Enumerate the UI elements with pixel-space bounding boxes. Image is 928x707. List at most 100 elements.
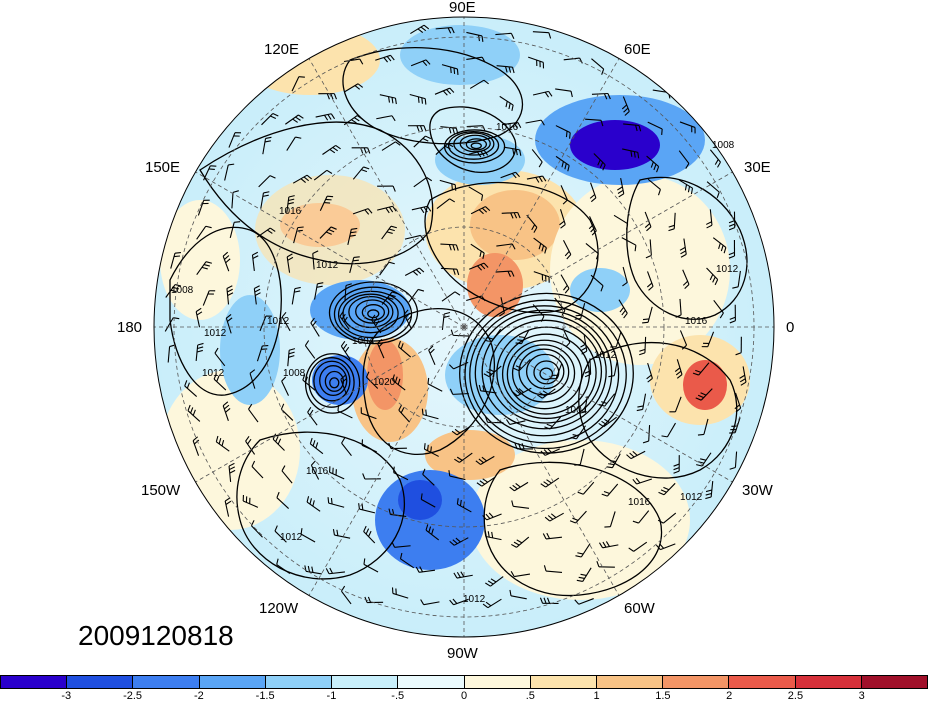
wind-barb-feather xyxy=(174,256,180,257)
wind-barb-feather xyxy=(428,445,429,451)
wind-barb xyxy=(590,358,591,374)
colorbar-tick-label: -1.5 xyxy=(256,690,275,702)
wind-barb-feather xyxy=(354,257,360,258)
colorbar-tick-label: .5 xyxy=(526,690,535,702)
longitude-label-0: 0 xyxy=(786,319,794,336)
wind-barb-feather xyxy=(331,498,332,504)
warm-region xyxy=(470,190,560,260)
isobar-label: 1016 xyxy=(496,122,519,133)
wind-barb-feather xyxy=(457,69,458,75)
wind-barb-feather xyxy=(394,467,395,473)
longitude-label-120e: 120E xyxy=(264,41,299,58)
isobar-label: 1016 xyxy=(628,497,651,508)
isobar-label: 1012 xyxy=(316,260,339,271)
wind-barb-feather xyxy=(570,133,571,139)
longitude-label-120w: 120W xyxy=(259,600,298,617)
wind-barb-feather xyxy=(642,322,648,323)
colorbar-segment xyxy=(200,676,266,688)
colorbar-segment xyxy=(796,676,862,688)
cool-region xyxy=(570,268,630,312)
isobar-label: 1012 xyxy=(202,368,225,379)
isobar-label: 1012 xyxy=(267,316,290,327)
colorbar-tick-label: 3 xyxy=(859,690,865,702)
wind-barb xyxy=(645,337,646,353)
colorbar-segment xyxy=(67,676,133,688)
colorbar-segment xyxy=(663,676,729,688)
colorbar-tick-label: -2 xyxy=(194,690,204,702)
wind-barb-feather xyxy=(643,319,649,320)
wind-barb-feather xyxy=(575,319,581,320)
isobar-label: 1004 xyxy=(565,405,588,416)
isobar-label: 1016 xyxy=(685,316,708,327)
wind-barb-feather xyxy=(359,503,360,509)
warm-region xyxy=(367,340,403,410)
wind-barb-feather xyxy=(576,315,582,316)
wind-barb xyxy=(453,335,469,336)
wind-barb-feather xyxy=(362,504,363,510)
wind-barb-feather xyxy=(328,497,329,503)
isobar-label: 1012 xyxy=(204,328,227,339)
wind-barb-feather xyxy=(426,410,427,416)
wind-barb-feather xyxy=(635,245,636,251)
isobar-label: 1008 xyxy=(171,285,194,296)
longitude-label-30w: 30W xyxy=(742,482,773,499)
wind-barb-feather xyxy=(451,67,452,73)
longitude-label-30e: 30E xyxy=(744,159,771,176)
wind-barb-feather xyxy=(431,446,432,452)
colorbar-tick-label: 1 xyxy=(594,690,600,702)
isobar-label: 1012 xyxy=(716,264,739,275)
wind-barb-feather xyxy=(452,184,453,190)
colorbar-tick-label: -1 xyxy=(327,690,337,702)
wind-barb-feather xyxy=(422,98,423,104)
longitude-label-60w: 60W xyxy=(624,600,655,617)
isobar-label: 1012 xyxy=(280,532,303,543)
colorbar-tick-label: 1.5 xyxy=(655,690,670,702)
wind-barb-feather xyxy=(298,227,304,228)
isobar-label: 1008 xyxy=(712,140,735,151)
colorbar-tick-label: -3 xyxy=(61,690,71,702)
isobar-label: 1016 xyxy=(306,466,329,477)
isobar-label: 1016 xyxy=(279,206,302,217)
isobar-label: 1012 xyxy=(463,594,486,605)
colorbar-tick-label: -.5 xyxy=(391,690,404,702)
longitude-label-90w: 90W xyxy=(447,645,478,662)
wind-barb-feather xyxy=(418,97,419,103)
colorbar-tick-label: 2.5 xyxy=(788,690,803,702)
wind-barb-feather xyxy=(425,99,426,105)
wind-barb-feather xyxy=(175,253,181,254)
colorbar-tick-label: 2 xyxy=(726,690,732,702)
isobar-label: 1012 xyxy=(594,350,617,361)
wind-barb-feather xyxy=(422,409,423,415)
cool-region xyxy=(570,120,660,170)
colorbar-segment xyxy=(266,676,332,688)
isobar-label: 1008 xyxy=(283,368,306,379)
wind-barb-feather xyxy=(454,68,455,74)
cool-region xyxy=(220,295,280,405)
wind-barb-feather xyxy=(574,464,580,465)
wind-barb-feather xyxy=(428,378,429,384)
colorbar-segment xyxy=(465,676,531,688)
colorbar-segment xyxy=(398,676,464,688)
wind-barb-feather xyxy=(455,185,456,191)
longitude-label-90e: 90E xyxy=(449,0,476,16)
longitude-label-180: 180 xyxy=(117,319,142,336)
wind-barb-feather xyxy=(698,434,704,435)
isobar-label: 1020 xyxy=(373,377,396,388)
colorbar-segment xyxy=(862,676,927,688)
colorbar-segment xyxy=(133,676,199,688)
longitude-label-60e: 60E xyxy=(624,41,651,58)
wind-barb-feather xyxy=(234,222,240,223)
wind-barb-feather xyxy=(566,131,567,137)
date-stamp: 2009120818 xyxy=(78,620,234,652)
wind-barb-feather xyxy=(424,443,425,449)
isobar-label: 1012 xyxy=(680,492,703,503)
colorbar-segment xyxy=(597,676,663,688)
colorbar-segment xyxy=(1,676,67,688)
colorbar-segment xyxy=(531,676,597,688)
isobar-label: 1004 xyxy=(352,336,375,347)
wind-barb-feather xyxy=(353,260,359,261)
colorbar-segment xyxy=(729,676,795,688)
cool-region xyxy=(445,335,555,415)
wind-barb-feather xyxy=(338,405,339,411)
